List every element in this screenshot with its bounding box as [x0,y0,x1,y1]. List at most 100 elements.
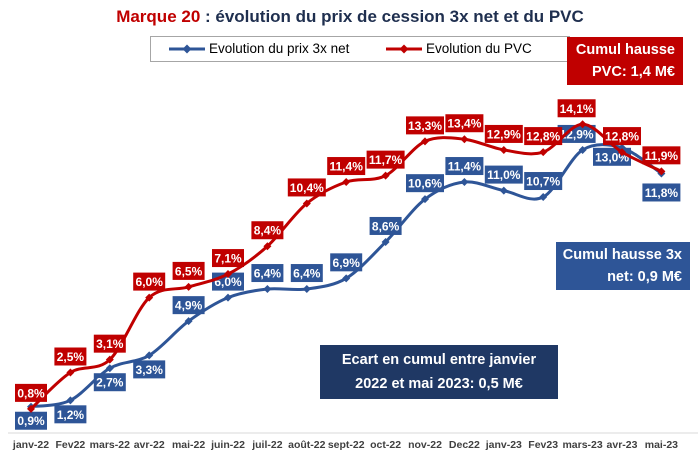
data-label-text-pvc: 10,4% [290,181,324,195]
callout-cumul-net: Cumul hausse 3x net: 0,9 M€ [556,242,690,290]
data-label-bg-net [406,174,444,193]
chart-title: Marque 20 : évolution du prix de cession… [0,7,700,27]
data-point-pvc [224,270,232,279]
data-label-text-pvc: 6,5% [175,264,203,278]
data-point-net [539,193,548,202]
data-point-net [421,195,429,204]
data-label-net: 10,6% [406,174,444,193]
data-label-bg-pvc [93,334,126,353]
data-label-text-net: 11,4% [448,160,482,174]
data-label-text-pvc: 2,5% [57,350,85,364]
data-point-pvc [578,120,587,129]
data-point-pvc [342,178,351,187]
x-tick-label: avr-23 [607,439,638,451]
data-label-bg-net [15,411,47,430]
x-tick-label: août-22 [288,439,326,451]
data-label-bg-pvc [172,261,205,280]
data-label-bg-net [172,296,205,315]
data-label-text-net: 6,4% [254,267,282,281]
data-label-net: 0,9% [15,411,47,430]
data-point-pvc [421,137,429,146]
data-label-net: 10,7% [524,172,563,191]
data-label-net: 4,9% [172,296,205,315]
data-label-bg-net [93,373,126,392]
data-label-pvc: 6,0% [133,272,166,291]
x-tick-label: janv-23 [485,439,522,451]
data-label-net: 8,6% [369,216,402,235]
x-tick-label: mai-23 [645,439,678,451]
data-label-pvc: 13,3% [406,116,444,135]
x-tick-label: Dec22 [449,439,480,451]
data-label-text-pvc: 8,4% [254,224,282,238]
x-tick-label: juil-22 [251,439,283,451]
data-label-bg-net [251,264,284,283]
data-label-net: 13,0% [593,147,631,166]
data-label-bg-pvc [287,178,326,197]
x-tick-label: sept-22 [328,439,365,451]
data-label-text-pvc: 12,9% [487,127,521,141]
data-label-text-pvc: 14,1% [560,102,594,116]
data-point-pvc [460,135,469,144]
data-label-text-net: 6,4% [293,267,321,281]
data-label-bg-net [524,172,563,191]
data-label-pvc: 10,4% [287,178,326,197]
callout-ecart: Ecart en cumul entre janvier 2022 et mai… [320,345,558,399]
x-tick-label: avr-22 [134,439,165,451]
data-label-pvc: 12,9% [484,124,523,143]
data-label-bg-pvc [445,114,484,133]
data-label-bg-pvc [54,347,87,366]
x-tick-label: oct-22 [370,439,401,451]
data-point-pvc [499,145,508,154]
data-label-bg-pvc [406,116,444,135]
data-label-pvc: 6,5% [172,261,205,280]
data-label-bg-net [642,183,681,202]
data-point-pvc [539,148,548,157]
data-label-bg-pvc [484,124,523,143]
data-point-pvc [657,167,666,176]
data-label-pvc: 7,1% [212,249,244,268]
x-tick-label: mars-23 [562,439,602,451]
data-label-text-net: 6,9% [333,256,361,270]
data-point-net [460,178,469,187]
data-point-pvc [263,242,272,251]
data-point-net [342,274,351,283]
callout-net-line1: Cumul hausse 3x [562,247,682,263]
data-label-bg-net [369,216,402,235]
legend-swatch-pvc [386,44,422,54]
data-label-pvc: 3,1% [93,334,126,353]
data-point-pvc [145,293,154,302]
data-label-text-pvc: 12,8% [605,130,639,144]
data-label-text-net: 11,0% [487,168,521,182]
data-label-bg-pvc [15,383,47,402]
data-label-net: 1,2% [54,405,87,424]
callout-pvc-line2: PVC: 1,4 M€ [592,64,675,80]
data-label-pvc: 8,4% [251,221,284,240]
data-point-net [184,317,193,326]
data-label-text-pvc: 13,3% [408,119,442,133]
data-label-text-net: 10,7% [526,175,560,189]
data-point-pvc [105,355,114,364]
data-label-pvc: 2,5% [54,347,87,366]
data-label-text-net: 1,2% [57,408,85,422]
data-label-text-pvc: 12,8% [526,130,560,144]
data-label-pvc: 12,8% [524,127,563,146]
data-label-text-net: 2,7% [96,376,124,390]
data-label-text-net: 3,3% [136,363,164,377]
x-tick-label: nov-22 [408,439,442,451]
data-label-bg-net [54,405,87,424]
data-label-bg-pvc [366,150,405,169]
data-point-pvc [66,368,75,377]
data-label-bg-net [484,165,523,184]
data-label-text-pvc: 11,9% [645,149,679,163]
data-point-net [578,145,587,154]
data-point-net [145,351,154,360]
data-label-bg-net [133,360,166,379]
x-tick-label: janv-22 [12,439,49,451]
data-point-pvc [184,282,193,291]
data-label-net: 11,0% [484,165,523,184]
data-label-net: 3,3% [133,360,166,379]
legend-label-pvc: Evolution du PVC [426,41,532,56]
data-point-pvc [618,148,626,157]
